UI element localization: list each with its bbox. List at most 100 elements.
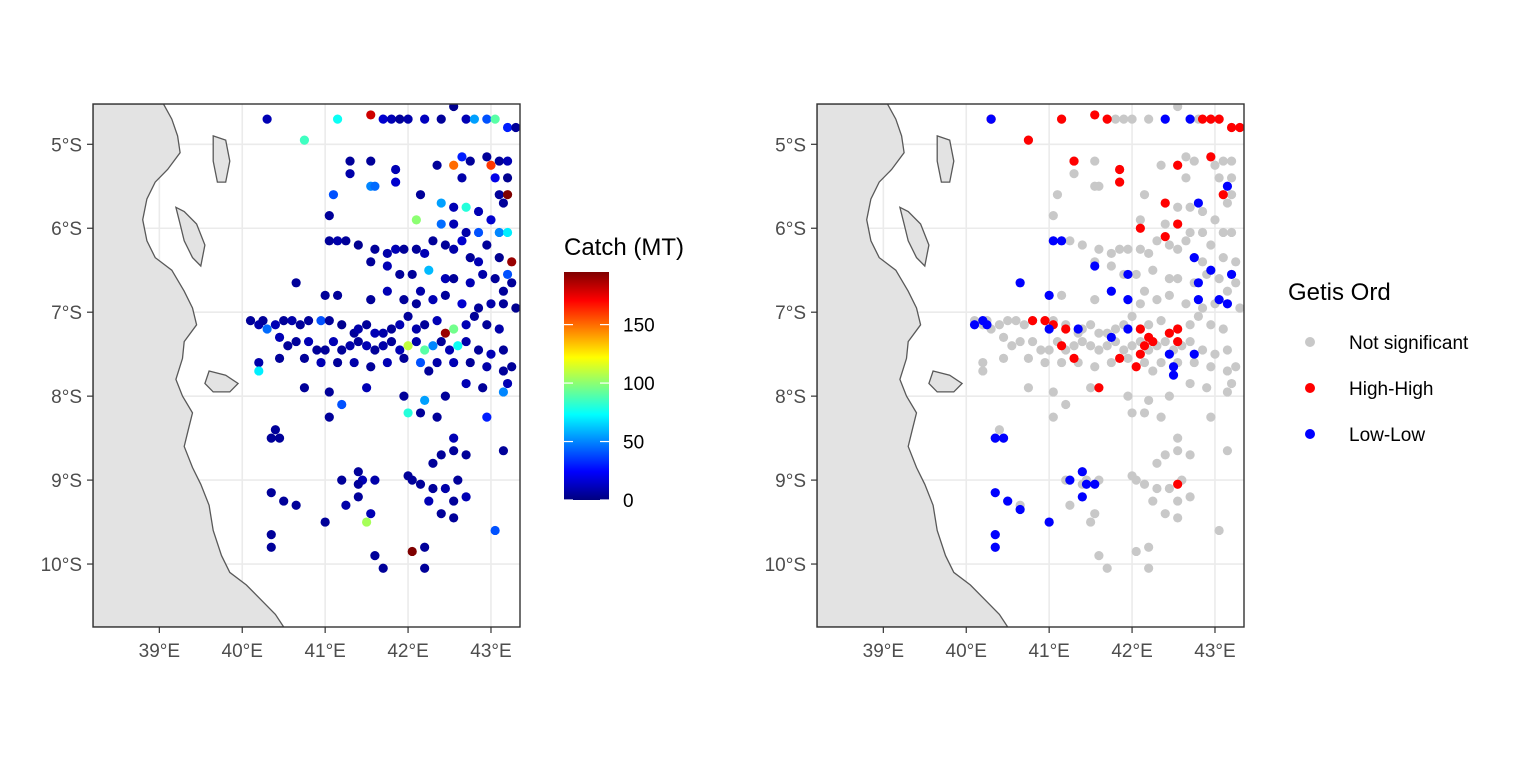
low-low-point — [1015, 504, 1025, 515]
catch-point — [482, 362, 492, 372]
not-significant-point — [1123, 391, 1133, 401]
not-significant-point — [1152, 458, 1162, 468]
low-low-point — [1123, 324, 1133, 334]
catch-point — [395, 345, 405, 355]
not-significant-point — [1123, 244, 1133, 254]
catch-point — [320, 517, 330, 527]
catch-point — [461, 378, 471, 389]
low-low-point — [1193, 295, 1203, 305]
not-significant-point — [1185, 378, 1195, 389]
not-significant-point — [1197, 227, 1208, 238]
catch-point — [366, 110, 376, 120]
not-significant-point — [1007, 341, 1017, 351]
not-significant-point — [1193, 311, 1203, 321]
catch-point — [449, 446, 459, 456]
not-significant-point — [1235, 303, 1244, 313]
catch-point — [444, 345, 455, 355]
catch-point — [320, 290, 330, 301]
catch-point — [320, 345, 330, 355]
getis-ord-legend: Getis Ord Not significant High-High Low-… — [1288, 279, 1469, 446]
low-low-point — [1106, 332, 1116, 342]
catch-point — [366, 362, 376, 372]
catch-point — [366, 509, 376, 519]
low-low-point — [1077, 492, 1087, 502]
catch-point — [498, 299, 509, 309]
right-map-land — [817, 104, 1009, 627]
low-low-point — [1044, 290, 1054, 301]
not-significant-point — [1189, 357, 1199, 368]
catch-legend: Catch (MT) 0 50 100 150 — [564, 234, 684, 512]
left-map-land — [93, 104, 285, 627]
not-significant-point — [1131, 269, 1141, 280]
not-significant-point — [1040, 357, 1050, 368]
not-significant-point — [1214, 173, 1224, 183]
low-low-point — [1015, 278, 1025, 288]
left-zanzibar-island — [174, 206, 206, 268]
not-significant-point — [1127, 114, 1137, 124]
catch-point — [370, 551, 380, 561]
low-low-point — [1193, 278, 1203, 288]
catch-point — [411, 244, 421, 254]
catch-point — [411, 215, 421, 225]
catch-point — [378, 114, 388, 124]
catch-point — [415, 190, 426, 200]
high-high-point — [1160, 232, 1170, 242]
catch-point — [337, 320, 347, 330]
low-low-point — [998, 433, 1009, 443]
catch-point — [258, 315, 268, 326]
right-y-tick-label: 6°S — [775, 219, 806, 240]
catch-point — [403, 341, 413, 351]
catch-point — [453, 341, 463, 351]
not-significant-point — [1094, 345, 1104, 355]
catch-point — [395, 269, 405, 280]
catch-point — [498, 446, 509, 456]
left-mafia-island — [204, 370, 240, 393]
not-significant-point — [1222, 198, 1233, 208]
low-low-point — [1090, 261, 1100, 271]
getis-ord-legend-item-2: Low-Low — [1305, 425, 1425, 446]
catch-point — [449, 324, 459, 334]
catch-point — [411, 336, 421, 347]
catch-point — [274, 332, 285, 342]
catch-point — [482, 320, 492, 330]
catch-point — [366, 257, 376, 267]
catch-point — [436, 219, 446, 229]
not-significant-point — [1173, 274, 1183, 284]
right-pemba-island — [936, 134, 955, 183]
high-high-point — [1027, 315, 1038, 326]
catch-point — [399, 295, 409, 305]
not-significant-point — [1164, 290, 1174, 301]
right-x-tick-label: 42°E — [1111, 641, 1152, 662]
catch-point — [382, 261, 392, 271]
not-significant-point — [1044, 345, 1054, 355]
not-significant-point — [1185, 336, 1195, 347]
catch-point — [386, 336, 397, 347]
not-significant-point — [1231, 257, 1241, 267]
not-significant-point — [1222, 366, 1233, 376]
catch-point — [324, 412, 334, 422]
catch-point — [391, 164, 401, 175]
not-significant-point — [1218, 253, 1228, 263]
right-y-tick-label: 10°S — [765, 555, 806, 576]
not-significant-point — [1231, 278, 1241, 288]
legend-label-low-low: Low-Low — [1349, 425, 1425, 446]
catch-point — [366, 156, 376, 166]
right-map-gridlines — [817, 104, 1244, 627]
not-significant-point — [1023, 353, 1034, 363]
catch-point — [266, 488, 276, 498]
not-significant-point — [1222, 446, 1233, 456]
catch-point — [457, 152, 467, 162]
low-low-point — [1003, 496, 1013, 506]
catch-point — [395, 114, 405, 124]
catch-point — [299, 383, 310, 393]
catch-point — [391, 244, 401, 254]
catch-colorbar — [564, 272, 609, 500]
low-low-point — [1168, 370, 1179, 380]
high-high-point — [1148, 336, 1158, 347]
catch-point — [411, 324, 421, 334]
not-significant-point — [1094, 551, 1104, 561]
left-map-points — [245, 104, 520, 573]
not-significant-point — [1148, 265, 1158, 275]
catch-point — [465, 357, 475, 368]
catch-colorbar-ticks: 0 50 100 150 — [564, 316, 655, 512]
